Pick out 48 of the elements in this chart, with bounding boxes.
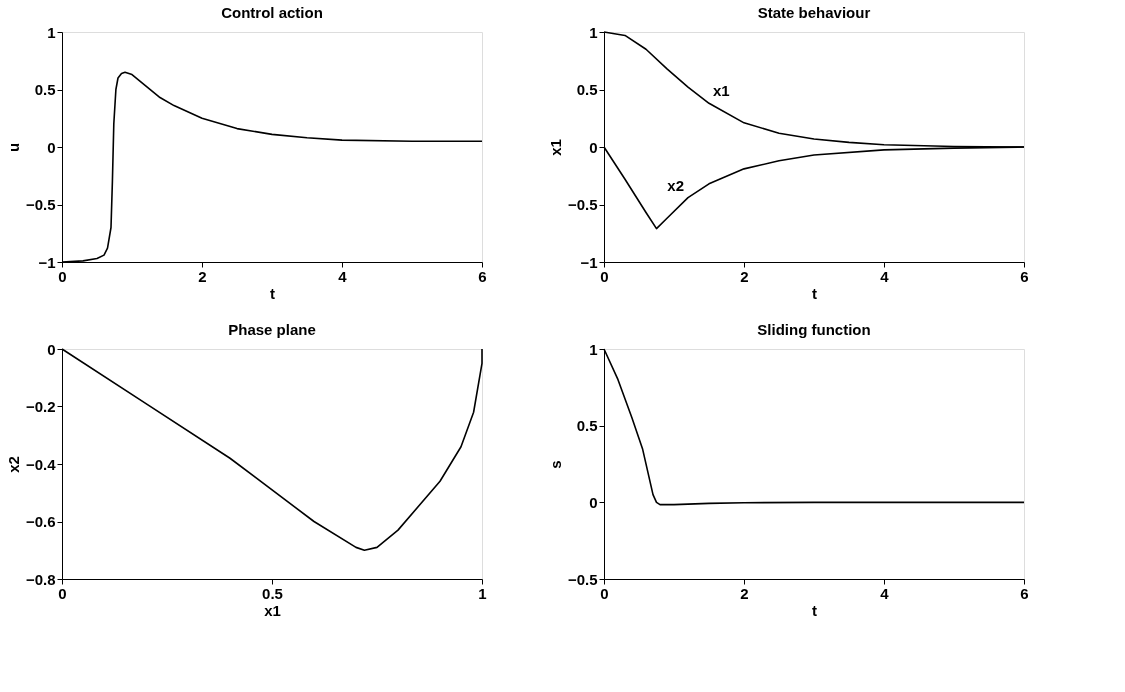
x-tick-label: 6 xyxy=(478,267,487,285)
x-tick-label: 4 xyxy=(338,267,348,285)
y-tick-label: −0.8 xyxy=(25,570,56,588)
x-tick-label: 1 xyxy=(478,584,487,602)
series-label: x2 xyxy=(667,176,684,194)
x-tick-label: 0.5 xyxy=(262,584,283,602)
y-tick-label: 1 xyxy=(589,340,598,358)
x-tick-label: 0 xyxy=(600,584,609,602)
series-label: x1 xyxy=(713,82,730,100)
x-axis-title: t xyxy=(812,284,817,302)
y-axis-title: u xyxy=(4,142,22,153)
y-tick-label: 1 xyxy=(47,23,56,41)
x-tick-label: 0 xyxy=(600,267,609,285)
y-tick-label: −0.5 xyxy=(567,196,598,213)
x-tick-label: 4 xyxy=(880,584,890,602)
x-tick-label: 0 xyxy=(58,267,67,285)
y-tick-label: −0.5 xyxy=(567,570,598,588)
y-tick-label: −0.6 xyxy=(25,513,56,530)
y-tick-label: −1 xyxy=(580,253,598,271)
x-tick-label: 0 xyxy=(58,584,67,602)
y-axis-title: x1 xyxy=(546,139,564,156)
x-axis-title: t xyxy=(812,601,817,619)
y-tick-label: 0 xyxy=(589,138,598,156)
y-tick-label: −0.2 xyxy=(25,398,56,415)
chart-title: Control action xyxy=(221,4,323,21)
chart-title: Sliding function xyxy=(757,321,871,338)
chart-title: Phase plane xyxy=(228,321,316,338)
chart-title: State behaviour xyxy=(757,4,871,21)
y-tick-label: −0.5 xyxy=(25,196,56,213)
x-tick-label: 6 xyxy=(1020,267,1029,285)
x-tick-label: 2 xyxy=(740,584,749,602)
y-tick-label: −1 xyxy=(38,253,56,271)
x-tick-label: 2 xyxy=(198,267,207,285)
y-tick-label: 0 xyxy=(47,138,56,156)
y-tick-label: −0.4 xyxy=(25,455,57,473)
y-tick-label: 1 xyxy=(589,23,598,41)
x-axis-title: t xyxy=(270,284,275,302)
y-axis-title: x2 xyxy=(4,456,22,473)
y-axis-title: s xyxy=(546,460,564,469)
x-tick-label: 4 xyxy=(880,267,890,285)
y-tick-label: 0.5 xyxy=(576,417,598,435)
y-tick-label: 0.5 xyxy=(34,81,56,98)
x-axis-title: x1 xyxy=(264,601,281,619)
x-tick-label: 6 xyxy=(1020,584,1029,602)
x-tick-label: 2 xyxy=(740,267,749,285)
y-tick-label: 0 xyxy=(47,340,56,358)
y-tick-label: 0 xyxy=(589,493,598,511)
y-tick-label: 0.5 xyxy=(576,81,598,98)
